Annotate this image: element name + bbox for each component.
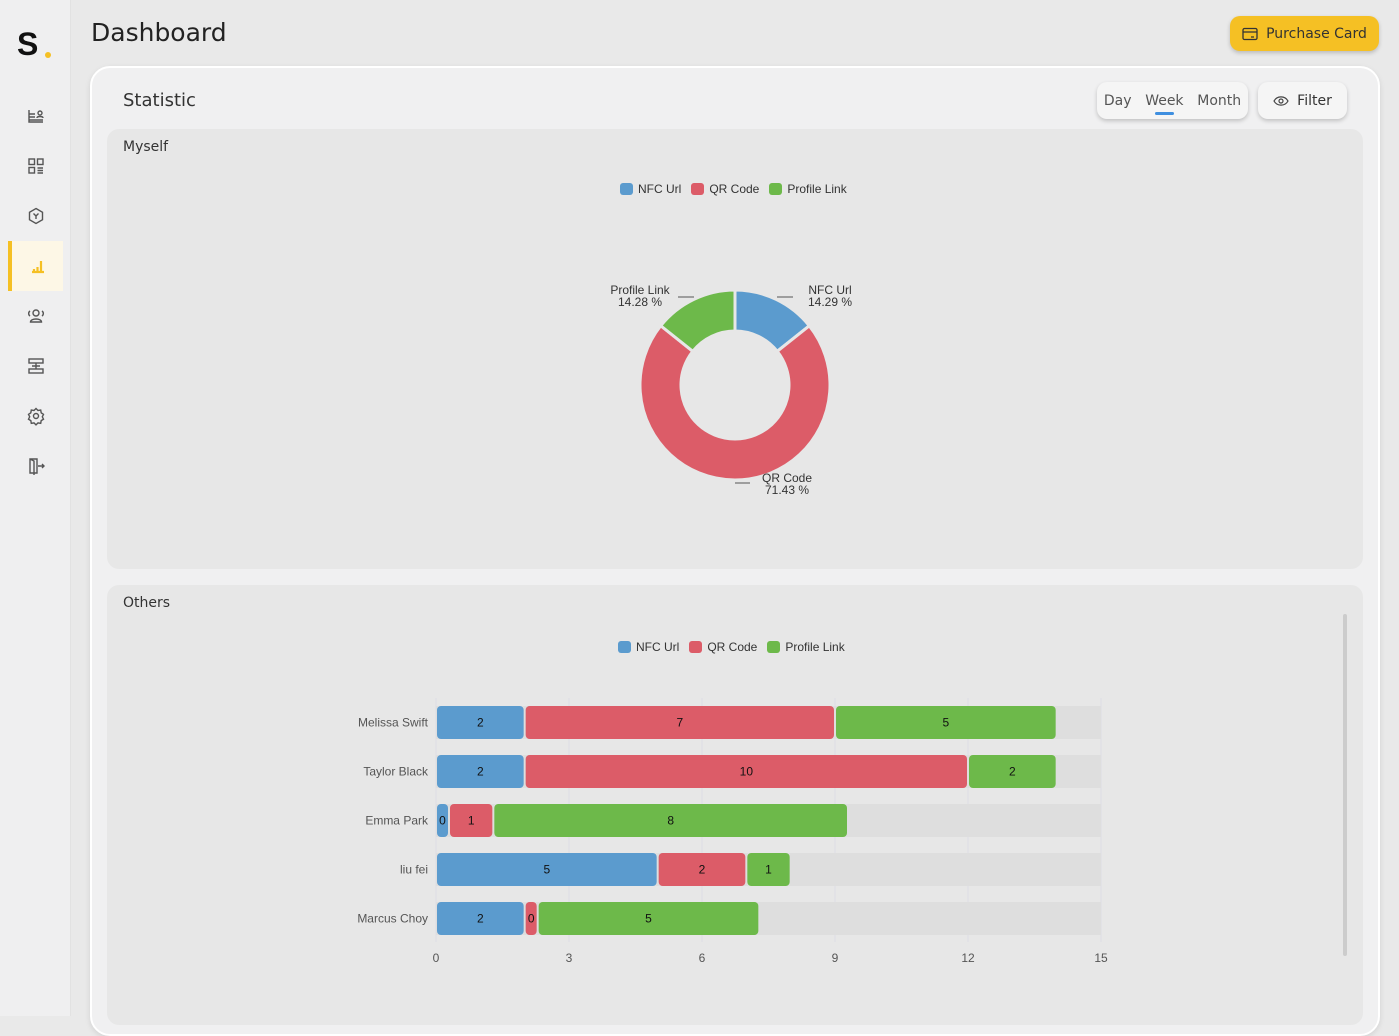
bar-value-label: 2 [477,716,484,730]
logout-icon [28,458,45,475]
users-icon [27,309,44,323]
legend-nfc[interactable]: NFC Url [620,182,681,196]
nav-settings[interactable] [8,391,63,441]
bar-profile-link[interactable] [836,706,1056,739]
bar-qr-code[interactable] [525,902,537,935]
bar-value-label: 10 [740,765,754,779]
bar-value-label: 5 [543,863,550,877]
x-tick-label: 9 [832,951,839,965]
bar-value-label: 5 [645,912,652,926]
others-title: Others [123,595,171,611]
period-selector: Day Week Month [1097,82,1248,119]
bar-value-label: 1 [765,863,772,877]
contact-card-icon [27,110,44,123]
bar-qr-code[interactable] [658,853,746,886]
bar-value-label: 2 [477,765,484,779]
purchase-card-button[interactable]: Purchase Card [1230,16,1379,51]
logo-dot [45,52,51,58]
scrollbar[interactable] [1343,614,1347,956]
bar-value-label: 1 [468,814,475,828]
nav-layers[interactable] [8,341,63,391]
bar-nfc-url[interactable] [437,706,524,739]
bar-nfc-url[interactable] [437,902,524,935]
x-tick-label: 0 [433,951,440,965]
x-tick-label: 15 [1094,951,1108,965]
legend-profile[interactable]: Profile Link [767,640,845,654]
legend-qr[interactable]: QR Code [691,182,759,196]
bar-nfc-url[interactable] [437,804,448,837]
bar-qr-code[interactable] [450,804,493,837]
bar-profile-link[interactable] [969,755,1056,788]
logo: S [17,26,39,62]
bar-legend: NFC Url QR Code Profile Link [618,640,845,654]
bar-value-label: 7 [676,716,683,730]
label-qr-name: QR Code [762,471,812,485]
nav-logout[interactable] [8,441,63,491]
donut-slice-profile-link[interactable] [659,288,737,353]
period-week[interactable]: Week [1145,92,1184,115]
label-profile-name: Profile Link [610,283,670,297]
nav-users[interactable] [8,291,63,341]
bar-value-label: 8 [667,814,674,828]
card-icon [1242,27,1258,40]
bar-nfc-url[interactable] [437,755,524,788]
myself-panel: Myself [107,129,1363,569]
label-qr-pct: 71.43 % [765,483,809,497]
bar-qr-code[interactable] [525,755,967,788]
x-tick-label: 12 [961,951,975,965]
bar-nfc-url[interactable] [437,853,657,886]
label-nfc-name: NFC Url [808,283,851,297]
category-label: Melissa Swift [358,716,429,730]
layers-icon [27,358,44,374]
purchase-card-label: Purchase Card [1266,25,1367,42]
bar-value-label: 2 [1009,765,1016,779]
bar-value-label: 2 [477,912,484,926]
donut-chart: NFC Url 14.29 % Profile Link 14.28 % QR … [610,283,852,497]
bar-value-label: 0 [528,912,535,926]
category-label: Marcus Choy [357,912,428,926]
eye-icon [1273,95,1289,106]
label-profile-pct: 14.28 % [618,295,662,309]
bar-profile-link[interactable] [747,853,790,886]
statistic-title: Statistic [123,90,196,111]
legend-nfc[interactable]: NFC Url [618,640,679,654]
bar-profile-link[interactable] [494,804,847,837]
bar-chart-icon [31,261,44,274]
nav-grid[interactable] [8,141,63,191]
period-day[interactable]: Day [1103,92,1132,109]
hexagon-icon [28,207,43,225]
bar-profile-link[interactable] [538,902,759,935]
period-month[interactable]: Month [1197,92,1242,109]
donut-slice-qr-code[interactable] [638,324,832,482]
nav-statistics[interactable] [8,241,63,291]
nav-contacts[interactable] [8,91,63,141]
legend-profile[interactable]: Profile Link [769,182,847,196]
bar-qr-code[interactable] [525,706,834,739]
bar-value-label: 2 [699,863,706,877]
label-nfc-pct: 14.29 % [808,295,852,309]
myself-title: Myself [123,139,169,155]
page-title: Dashboard [91,18,227,47]
bar-value-label: 5 [942,716,949,730]
category-label: Taylor Black [363,765,429,779]
category-label: liu fei [400,863,428,877]
nav-hexagon[interactable] [8,191,63,241]
sidebar: S [0,0,71,1016]
category-label: Emma Park [365,814,429,828]
filter-label: Filter [1297,92,1332,109]
x-tick-label: 6 [699,951,706,965]
bar-value-label: 0 [439,814,446,828]
filter-button[interactable]: Filter [1258,82,1347,119]
gear-icon [27,407,44,426]
x-tick-label: 3 [566,951,573,965]
legend-qr[interactable]: QR Code [689,640,757,654]
donut-legend: NFC Url QR Code Profile Link [620,182,847,196]
grid-icon [27,158,44,174]
